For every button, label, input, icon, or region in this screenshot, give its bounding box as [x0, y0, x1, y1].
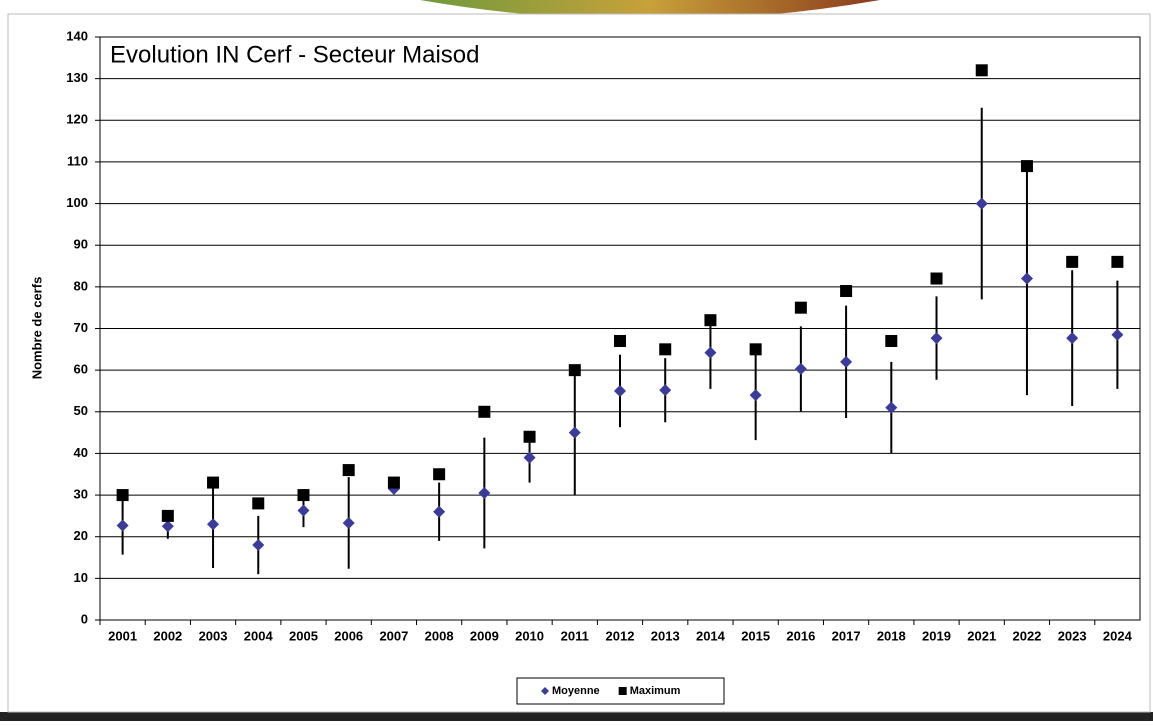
y-tick-label: 130 — [66, 70, 88, 85]
x-tick-label: 2001 — [108, 628, 137, 643]
y-tick-label: 40 — [74, 445, 88, 460]
y-tick-label: 90 — [74, 237, 88, 252]
point — [749, 389, 762, 402]
point — [975, 64, 988, 77]
point — [1066, 255, 1079, 268]
x-tick-label: 2022 — [1012, 628, 1041, 643]
point — [794, 301, 807, 314]
x-tick-label: 2011 — [561, 628, 589, 643]
point — [704, 346, 717, 359]
point — [523, 430, 536, 443]
point — [568, 426, 581, 439]
point — [840, 285, 853, 298]
x-tick-label: 2013 — [651, 628, 680, 643]
legend-label: Moyenne — [552, 685, 600, 697]
x-tick-label: 2016 — [786, 628, 815, 643]
x-tick-label: 2010 — [515, 628, 544, 643]
y-tick-label: 50 — [74, 403, 88, 418]
point — [885, 334, 898, 347]
y-tick-label: 0 — [81, 611, 88, 626]
point — [975, 197, 988, 210]
x-tick-label: 2004 — [244, 628, 274, 643]
point — [297, 504, 310, 517]
legend-marker — [541, 687, 549, 695]
point — [116, 519, 129, 532]
x-tick-label: 2006 — [334, 628, 363, 643]
point — [568, 364, 581, 377]
x-tick-label: 2018 — [877, 628, 906, 643]
x-tick-label: 2007 — [379, 628, 408, 643]
point — [161, 520, 174, 533]
point — [749, 343, 762, 356]
point — [252, 539, 265, 552]
y-tick-label: 140 — [66, 28, 88, 43]
point — [659, 343, 672, 356]
point — [433, 468, 446, 481]
point — [794, 362, 807, 375]
y-tick-label: 100 — [66, 195, 88, 210]
y-tick-label: 30 — [74, 487, 88, 502]
point — [207, 476, 220, 489]
point — [885, 401, 898, 414]
point — [523, 451, 536, 464]
point — [478, 486, 491, 499]
y-tick-label: 70 — [74, 320, 88, 335]
y-tick-label: 10 — [74, 570, 88, 585]
point — [840, 355, 853, 368]
point — [1020, 272, 1033, 285]
legend-label: Maximum — [630, 685, 681, 697]
x-tick-label: 2012 — [606, 628, 635, 643]
point — [614, 334, 626, 347]
x-tick-label: 2005 — [289, 628, 318, 643]
y-axis-title: Nombre de cerfs — [29, 277, 44, 380]
x-tick-label: 2009 — [470, 628, 499, 643]
x-tick-label: 2003 — [199, 628, 228, 643]
point — [930, 272, 943, 285]
point — [252, 497, 265, 510]
x-tick-label: 2019 — [922, 628, 951, 643]
point — [1066, 332, 1079, 345]
point — [297, 489, 310, 502]
legend-marker — [618, 687, 627, 695]
y-tick-label: 20 — [74, 528, 88, 543]
point — [704, 314, 717, 327]
x-tick-label: 2002 — [153, 628, 182, 643]
x-tick-label: 2014 — [696, 628, 726, 643]
y-tick-label: 80 — [74, 278, 88, 293]
x-tick-label: 2021 — [967, 628, 996, 643]
x-tick-label: 2015 — [741, 628, 770, 643]
point — [342, 516, 355, 529]
y-tick-label: 120 — [66, 112, 88, 127]
point — [207, 518, 220, 531]
point — [433, 505, 446, 518]
point — [1111, 255, 1124, 268]
x-tick-label: 2008 — [425, 628, 454, 643]
frame-edge — [0, 712, 1153, 721]
point — [478, 405, 491, 418]
x-tick-label: 2017 — [832, 628, 861, 643]
point — [161, 509, 174, 522]
x-tick-label: 2024 — [1103, 628, 1133, 643]
y-tick-label: 110 — [67, 153, 88, 168]
point — [1111, 328, 1124, 341]
chart-title: Evolution IN Cerf - Secteur Maisod — [110, 41, 479, 68]
point — [342, 464, 355, 477]
point — [116, 489, 129, 502]
point — [1020, 160, 1033, 173]
point — [614, 384, 626, 397]
point — [387, 476, 400, 489]
point — [659, 384, 672, 397]
point — [930, 332, 943, 345]
y-tick-label: 60 — [74, 362, 88, 377]
x-tick-label: 2023 — [1058, 628, 1087, 643]
